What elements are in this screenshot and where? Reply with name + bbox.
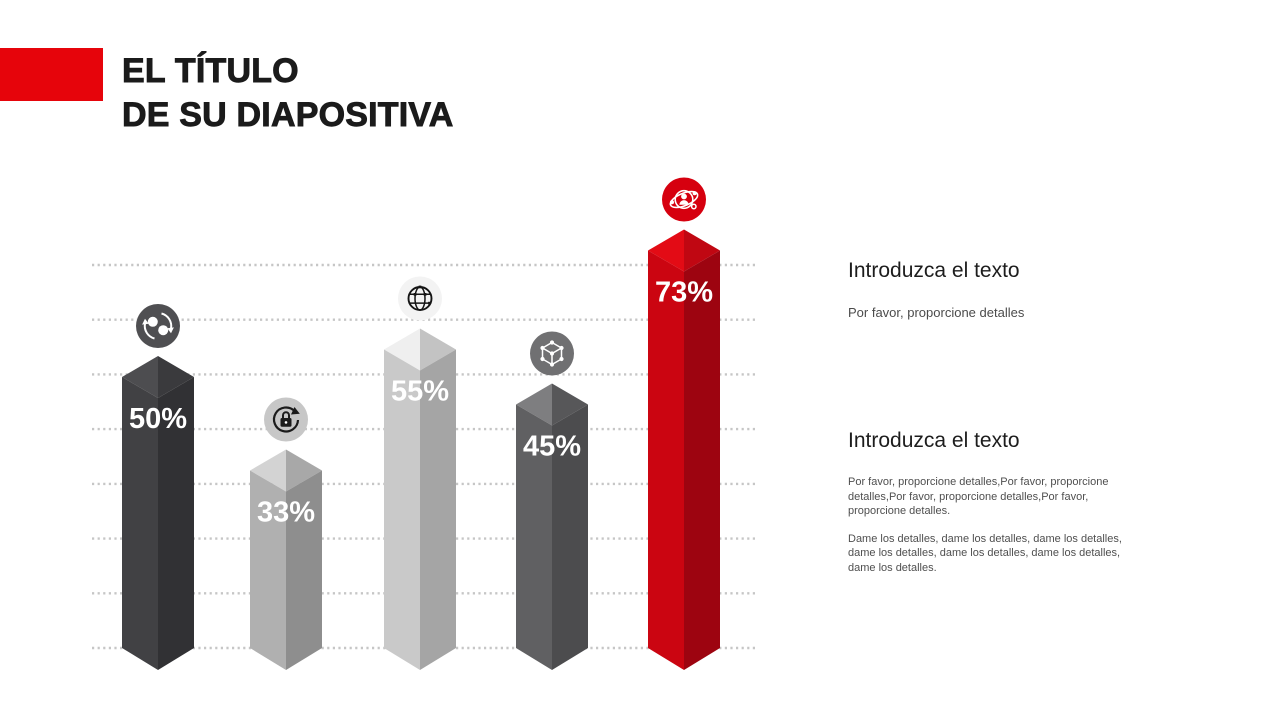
network-cube-icon [530,331,574,376]
page-title-line1: EL TÍTULO [122,52,300,91]
bar-55%: 55% [384,276,456,670]
user-orbit-icon [662,177,706,222]
text-block-2-paragraph-1: Por favor, proporcione detalles,Por favo… [848,476,1109,517]
page-title-line2: DE SU DIAPOSITIVA [122,96,454,135]
bar-value-label: 50% [129,403,187,435]
lock-refresh-icon [264,397,308,442]
bar-73%: 73% [648,177,720,670]
accent-bar [0,48,103,101]
page-title: EL TÍTULO DE SU DIAPOSITIVA [122,49,454,137]
bar-45%: 45% [516,331,588,670]
chat-sync-icon [136,304,180,348]
bar-value-label: 33% [257,497,315,529]
text-block-1: Introduzca el texto Por favor, proporcio… [848,258,1140,321]
chart-gridlines [92,263,758,650]
bar-value-label: 73% [655,277,713,309]
text-block-2: Introduzca el texto Por favor, proporcio… [848,428,1140,575]
globe-icon [398,276,442,321]
bar-value-label: 55% [391,376,449,408]
text-block-1-heading: Introduzca el texto [848,259,1020,282]
text-block-1-subtitle: Por favor, proporcione detalles [848,305,1025,320]
text-block-2-paragraph-2: Dame los detalles, dame los detalles, da… [848,532,1122,574]
bar-value-label: 45% [523,431,581,463]
bar-33%: 33% [250,397,322,670]
text-block-2-heading: Introduzca el texto [848,429,1020,452]
bar-50%: 50% [122,304,194,670]
